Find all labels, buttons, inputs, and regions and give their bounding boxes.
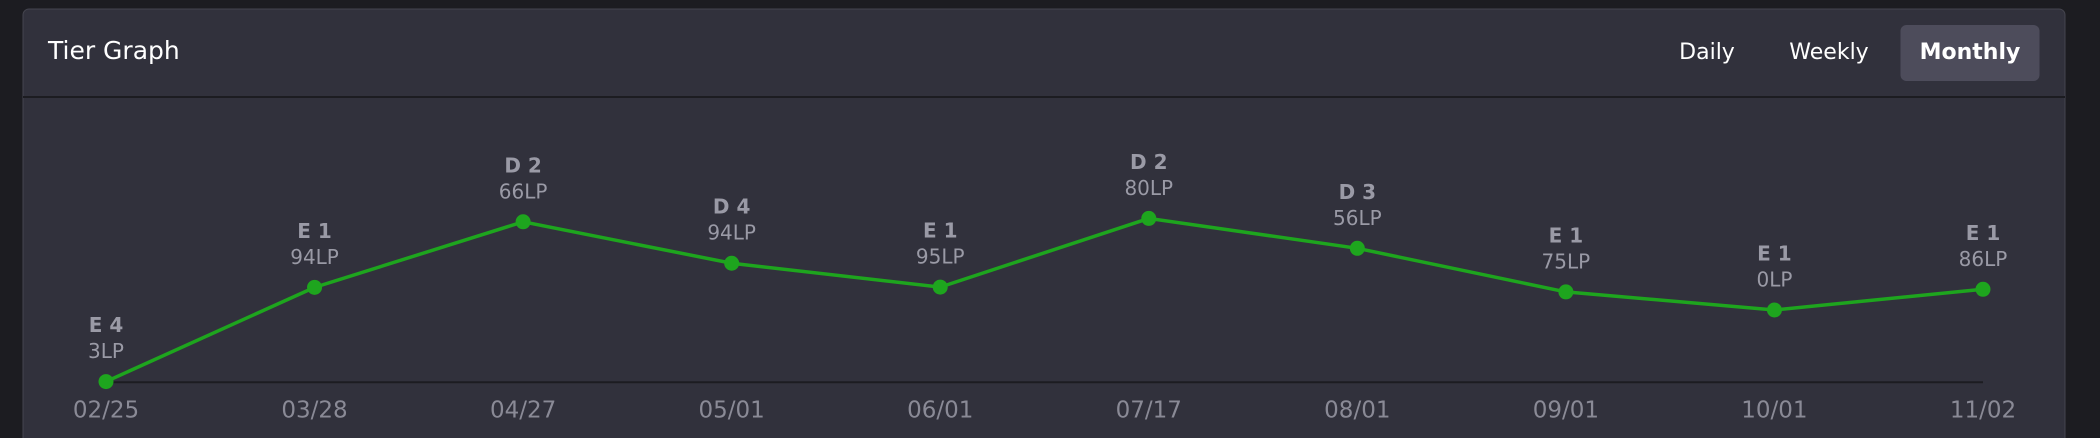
lp-label: 3LP [88, 339, 124, 363]
x-tick-label: 08/01 [1324, 398, 1390, 424]
tier-label: E 1 [297, 219, 332, 243]
tier-label: E 1 [1966, 221, 2001, 245]
x-tick-label: 03/28 [281, 398, 347, 424]
x-tick-label: 06/01 [907, 398, 973, 424]
data-point [932, 279, 948, 295]
data-point [515, 214, 531, 230]
lp-label: 94LP [290, 245, 339, 269]
data-point [1766, 302, 1782, 318]
x-tick-label: 09/01 [1533, 398, 1599, 424]
data-point [724, 255, 740, 271]
data-point [98, 374, 114, 390]
tier-label: E 4 [89, 313, 124, 337]
x-tick-label: 04/27 [490, 398, 556, 424]
x-tick-label: 10/01 [1741, 398, 1807, 424]
card [22, 8, 2066, 438]
data-point [307, 279, 323, 295]
data-point [1975, 281, 1991, 297]
lp-label: 66LP [499, 179, 548, 203]
tier-line [105, 216, 1984, 384]
tab-button[interactable]: Weekly [1789, 40, 1868, 65]
tier-label: E 1 [923, 219, 958, 243]
lp-label: 86LP [1959, 247, 2008, 271]
lp-label: 95LP [916, 245, 965, 269]
lp-label: 0LP [1756, 268, 1792, 292]
tier-label: D 3 [1339, 180, 1376, 204]
tier-label: E 1 [1757, 242, 1792, 266]
x-tick-label: 05/01 [699, 398, 765, 424]
lp-label: 80LP [1124, 176, 1173, 200]
x-tick-label: 11/02 [1950, 398, 2016, 424]
tier-label: D 2 [1130, 150, 1167, 174]
card-title: Tier Graph [47, 36, 180, 65]
data-point [1141, 210, 1157, 226]
tab-button[interactable]: Daily [1679, 40, 1735, 65]
tier-label: D 2 [504, 153, 541, 177]
x-tick-label: 02/25 [73, 398, 139, 424]
lp-label: 75LP [1542, 249, 1591, 273]
data-point [1349, 240, 1365, 256]
lp-label: 94LP [707, 221, 756, 245]
tier-label: E 1 [1549, 223, 1584, 247]
tab-group: Daily Weekly Monthly [1679, 25, 2040, 81]
tab-button[interactable]: Monthly [1920, 40, 2021, 65]
tab-active-bg[interactable] [1900, 25, 2040, 81]
tier-label: D 4 [713, 195, 750, 219]
lp-label: 56LP [1333, 206, 1382, 230]
data-point [1558, 284, 1574, 300]
x-tick-label: 07/17 [1116, 398, 1182, 424]
